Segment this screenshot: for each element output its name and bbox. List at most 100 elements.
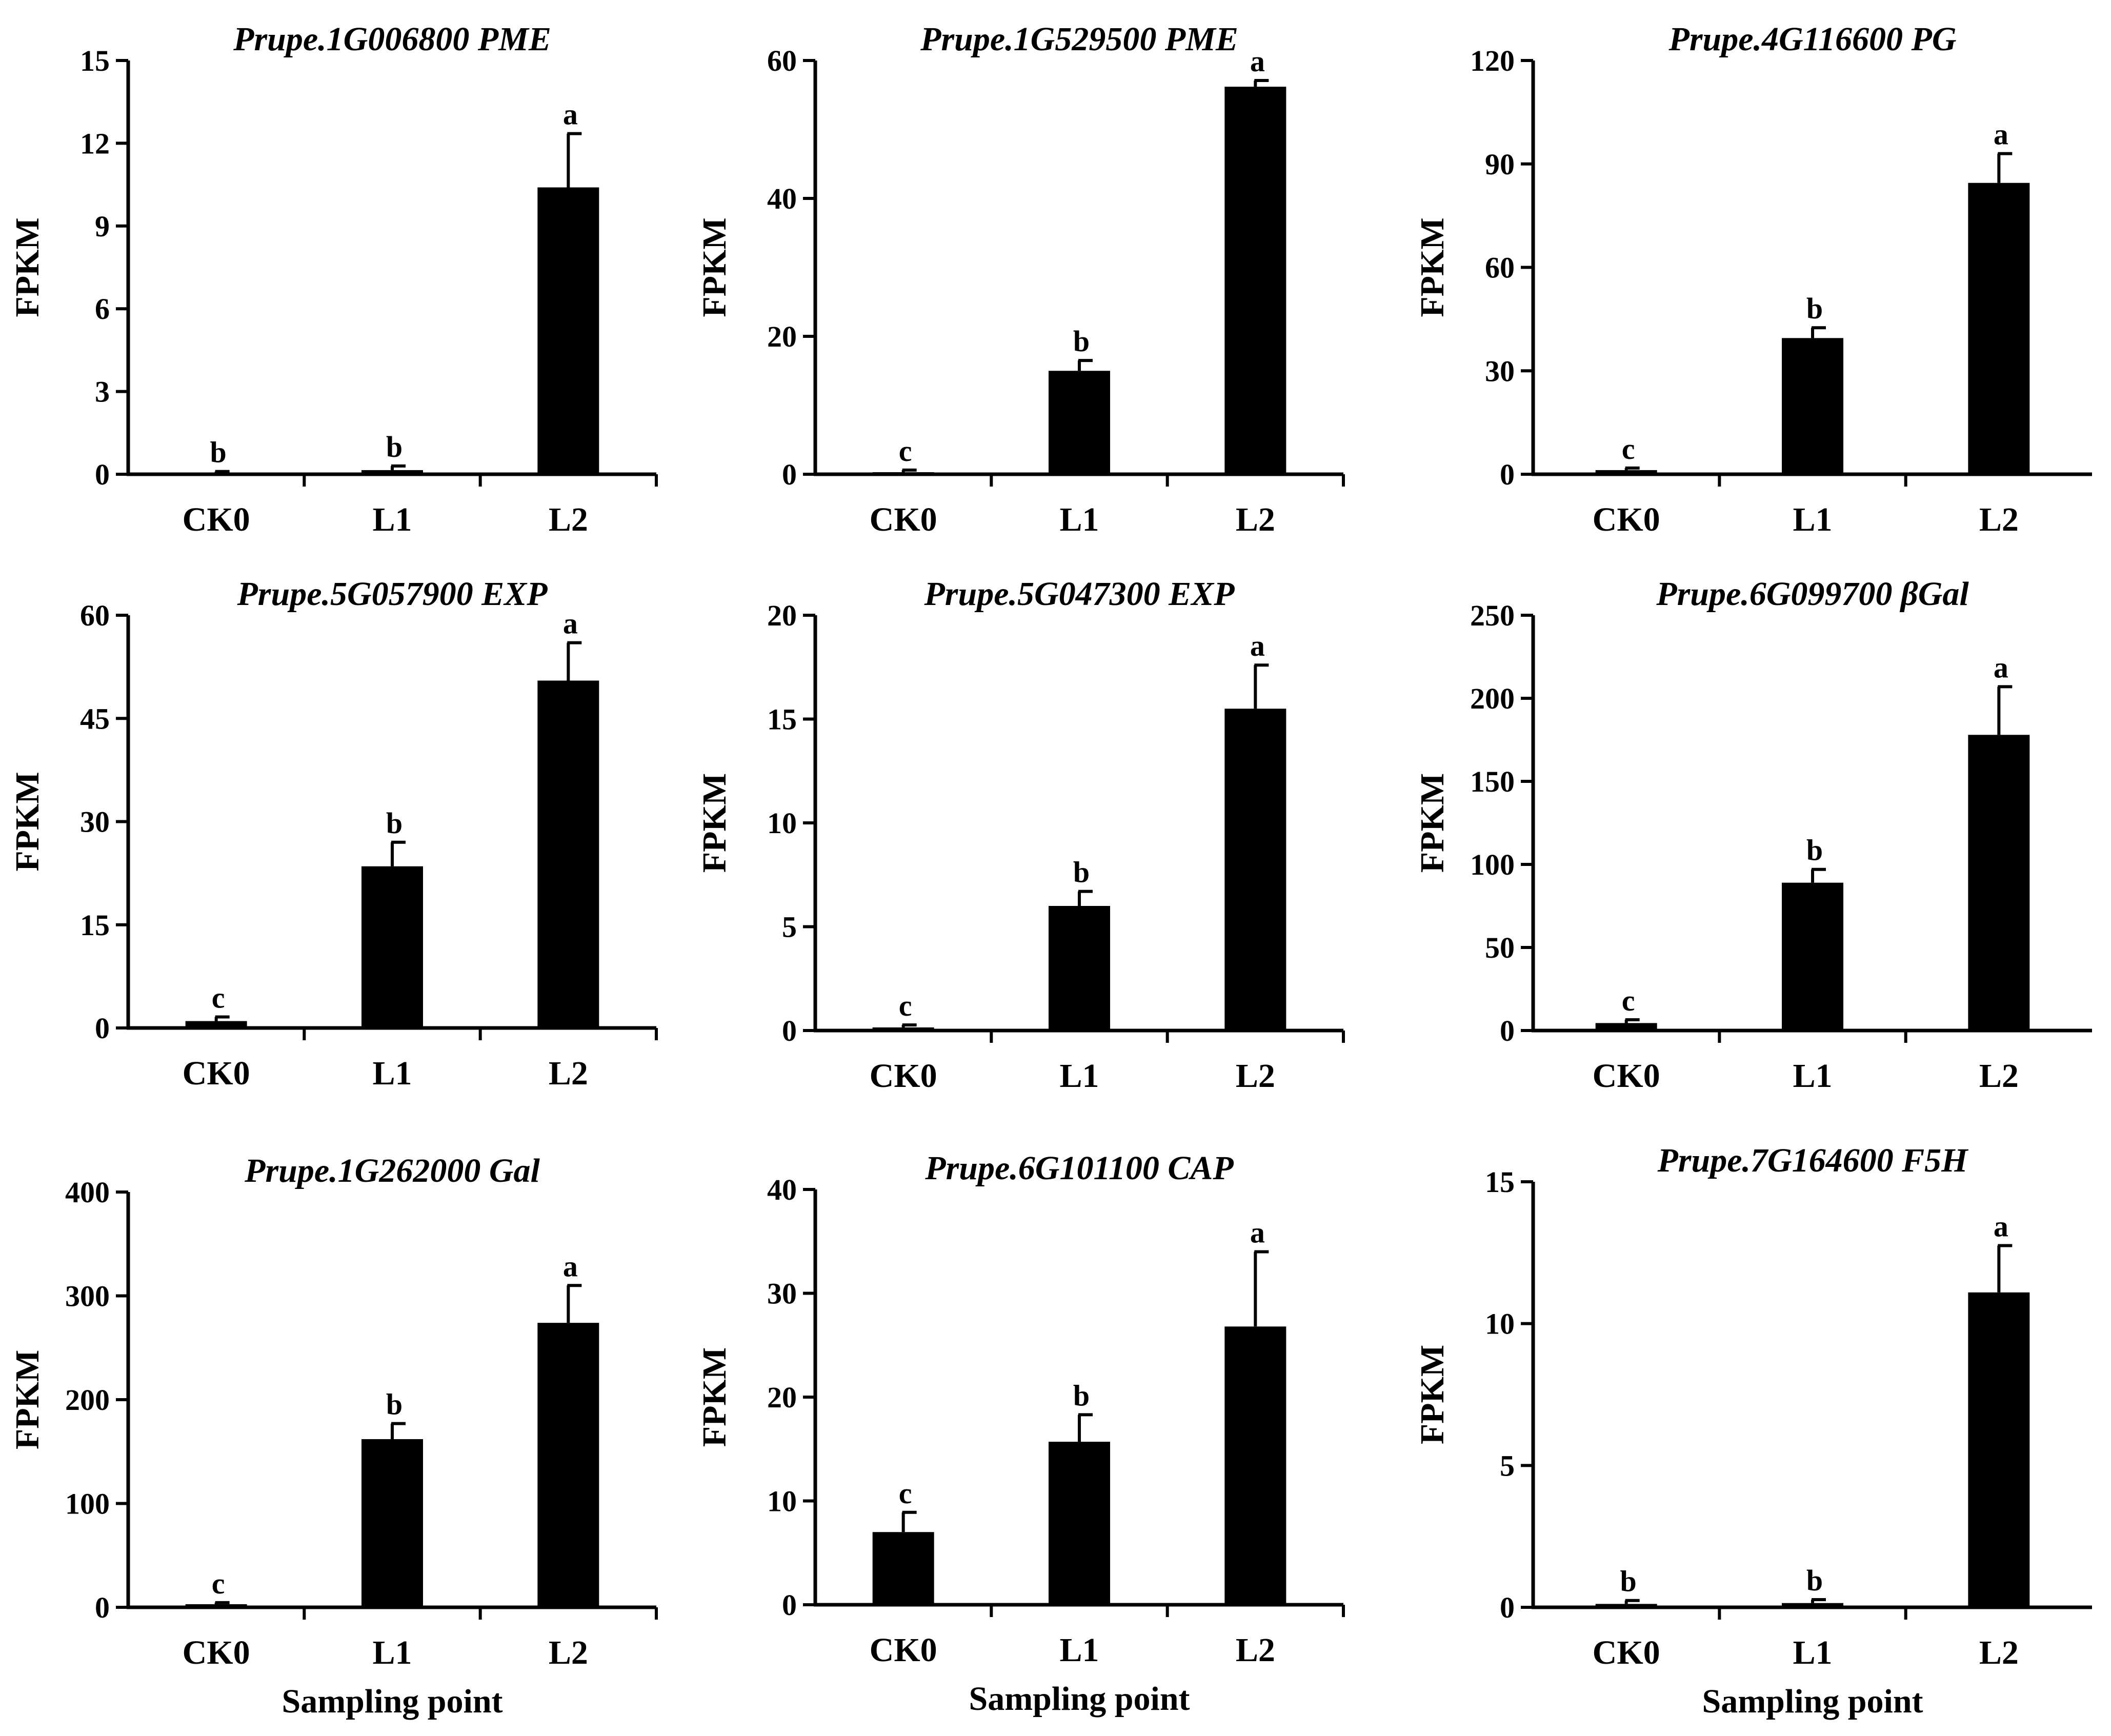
y-axis-label: FPKM bbox=[9, 772, 46, 871]
significance-label: c bbox=[212, 981, 225, 1015]
bar-CK0 bbox=[872, 472, 934, 474]
bar-L2 bbox=[1968, 1292, 2030, 1607]
y-tick-label: 0 bbox=[1500, 458, 1515, 491]
category-label-L2: L2 bbox=[1979, 501, 2019, 538]
significance-label: c bbox=[1622, 432, 1635, 466]
bar-L1 bbox=[361, 470, 423, 474]
y-tick-label: 10 bbox=[767, 806, 797, 840]
bar-L1 bbox=[1782, 338, 1843, 474]
bar-CK0 bbox=[872, 1027, 934, 1031]
y-axis-label: FPKM bbox=[1414, 1345, 1451, 1444]
significance-label: b bbox=[386, 806, 403, 840]
significance-label: b bbox=[1073, 856, 1090, 889]
category-label-L2: L2 bbox=[1236, 1631, 1275, 1669]
y-tick-label: 30 bbox=[767, 1277, 797, 1310]
y-tick-label: 15 bbox=[80, 44, 110, 77]
chart-title: Prupe.5G047300 EXP bbox=[923, 575, 1235, 613]
y-axis-label: FPKM bbox=[9, 217, 46, 317]
chart-title: Prupe.4G116600 PG bbox=[1668, 21, 1957, 58]
significance-label: a bbox=[1250, 629, 1265, 662]
significance-label: b bbox=[1806, 1564, 1823, 1597]
category-label-CK0: CK0 bbox=[183, 501, 250, 538]
category-label-L1: L1 bbox=[372, 1055, 412, 1092]
bar-L1 bbox=[1049, 906, 1110, 1031]
significance-label: a bbox=[563, 1249, 578, 1283]
y-tick-label: 0 bbox=[782, 1588, 797, 1622]
category-label-CK0: CK0 bbox=[1593, 1634, 1660, 1671]
significance-label: b bbox=[1806, 834, 1823, 867]
bar-L2 bbox=[537, 187, 599, 475]
category-label-L2: L2 bbox=[1236, 1057, 1275, 1095]
y-axis-label: FPKM bbox=[1414, 773, 1451, 873]
y-tick-label: 40 bbox=[767, 1173, 797, 1206]
category-label-L1: L1 bbox=[1793, 1634, 1832, 1671]
category-label-CK0: CK0 bbox=[1593, 501, 1660, 538]
significance-label: b bbox=[1073, 325, 1090, 358]
chart-title: Prupe.5G057900 EXP bbox=[236, 575, 548, 613]
y-tick-label: 30 bbox=[1485, 354, 1515, 388]
chart-panel-6: Prupe.6G099700 βGal 0 50 100 150 200 250 c CK0 b L… bbox=[1414, 575, 2092, 1095]
chart-panel-1: Prupe.1G006800 PME 0 3 6 9 12 15 b CK0 b L1 a L2 FPKM bbox=[9, 21, 658, 538]
bar-CK0 bbox=[1595, 1604, 1657, 1607]
significance-label: b bbox=[386, 430, 403, 463]
y-tick-label: 5 bbox=[1500, 1449, 1515, 1482]
category-label-L2: L2 bbox=[549, 501, 588, 538]
category-label-L1: L1 bbox=[1059, 501, 1099, 538]
chart-panel-3: Prupe.4G116600 PG 0 30 60 90 120 c CK0 b L1 a L2 FPK… bbox=[1414, 21, 2092, 538]
category-label-L2: L2 bbox=[549, 1634, 588, 1671]
significance-label: b bbox=[386, 1388, 403, 1421]
y-tick-label: 0 bbox=[95, 458, 110, 491]
y-tick-label: 0 bbox=[95, 1012, 110, 1045]
significance-label: b bbox=[1806, 292, 1823, 325]
bar-CK0 bbox=[872, 1532, 934, 1605]
chart-title: Prupe.7G164600 F5H bbox=[1657, 1142, 1969, 1179]
significance-label: b bbox=[1073, 1379, 1090, 1412]
category-label-L2: L2 bbox=[1979, 1057, 2019, 1095]
y-tick-label: 20 bbox=[767, 599, 797, 632]
category-label-L1: L1 bbox=[1793, 501, 1832, 538]
chart-title: Prupe.1G006800 PME bbox=[233, 21, 551, 58]
y-tick-label: 90 bbox=[1485, 148, 1515, 181]
chart-panel-5: Prupe.5G047300 EXP 0 5 10 15 20 c CK0 b L1 a L2 FPKM bbox=[696, 575, 1345, 1095]
significance-label: c bbox=[212, 1567, 225, 1600]
y-tick-label: 150 bbox=[1470, 765, 1515, 798]
y-axis-label: FPKM bbox=[1414, 217, 1451, 317]
y-tick-label: 60 bbox=[80, 599, 110, 632]
y-tick-label: 400 bbox=[65, 1176, 110, 1209]
y-tick-label: 0 bbox=[782, 458, 797, 491]
y-tick-label: 12 bbox=[80, 127, 110, 160]
category-label-L2: L2 bbox=[1236, 501, 1275, 538]
y-tick-label: 120 bbox=[1470, 44, 1515, 77]
y-tick-label: 40 bbox=[767, 182, 797, 215]
significance-label: b bbox=[1620, 1565, 1637, 1598]
chart-panel-7: Prupe.1G262000 Gal 0 100 200 300 400 c CK0 b L1 a L… bbox=[9, 1152, 658, 1720]
chart-title: Prupe.1G262000 Gal bbox=[244, 1152, 540, 1189]
y-tick-label: 45 bbox=[80, 702, 110, 735]
y-tick-label: 5 bbox=[782, 911, 797, 944]
y-tick-label: 200 bbox=[65, 1383, 110, 1417]
y-axis-label: FPKM bbox=[9, 1350, 46, 1449]
y-tick-label: 10 bbox=[767, 1485, 797, 1518]
y-tick-label: 3 bbox=[95, 375, 110, 409]
y-tick-label: 60 bbox=[767, 44, 797, 77]
bar-CK0 bbox=[185, 1021, 247, 1028]
significance-label: a bbox=[563, 607, 578, 640]
y-tick-label: 15 bbox=[1485, 1165, 1515, 1199]
bar-L2 bbox=[537, 1323, 599, 1607]
category-label-CK0: CK0 bbox=[870, 501, 937, 538]
bar-L2 bbox=[1968, 183, 2030, 474]
bar-L2 bbox=[1224, 1326, 1286, 1605]
chart-panel-2: Prupe.1G529500 PME 0 20 40 60 c CK0 b L1 a L2 FPKM bbox=[696, 21, 1345, 538]
category-label-CK0: CK0 bbox=[183, 1634, 250, 1671]
significance-label: b bbox=[210, 436, 227, 469]
category-label-L1: L1 bbox=[372, 501, 412, 538]
significance-label: a bbox=[1994, 1210, 2008, 1243]
bar-L1 bbox=[1049, 1442, 1110, 1605]
chart-title: Prupe.6G099700 βGal bbox=[1656, 575, 1969, 613]
chart-title: Prupe.6G101100 CAP bbox=[924, 1149, 1234, 1187]
bar-L1 bbox=[1049, 371, 1110, 474]
bar-CK0 bbox=[185, 1604, 247, 1607]
category-label-L2: L2 bbox=[1979, 1634, 2019, 1671]
y-axis-label: FPKM bbox=[696, 1347, 733, 1447]
bar-L2 bbox=[1224, 87, 1286, 475]
